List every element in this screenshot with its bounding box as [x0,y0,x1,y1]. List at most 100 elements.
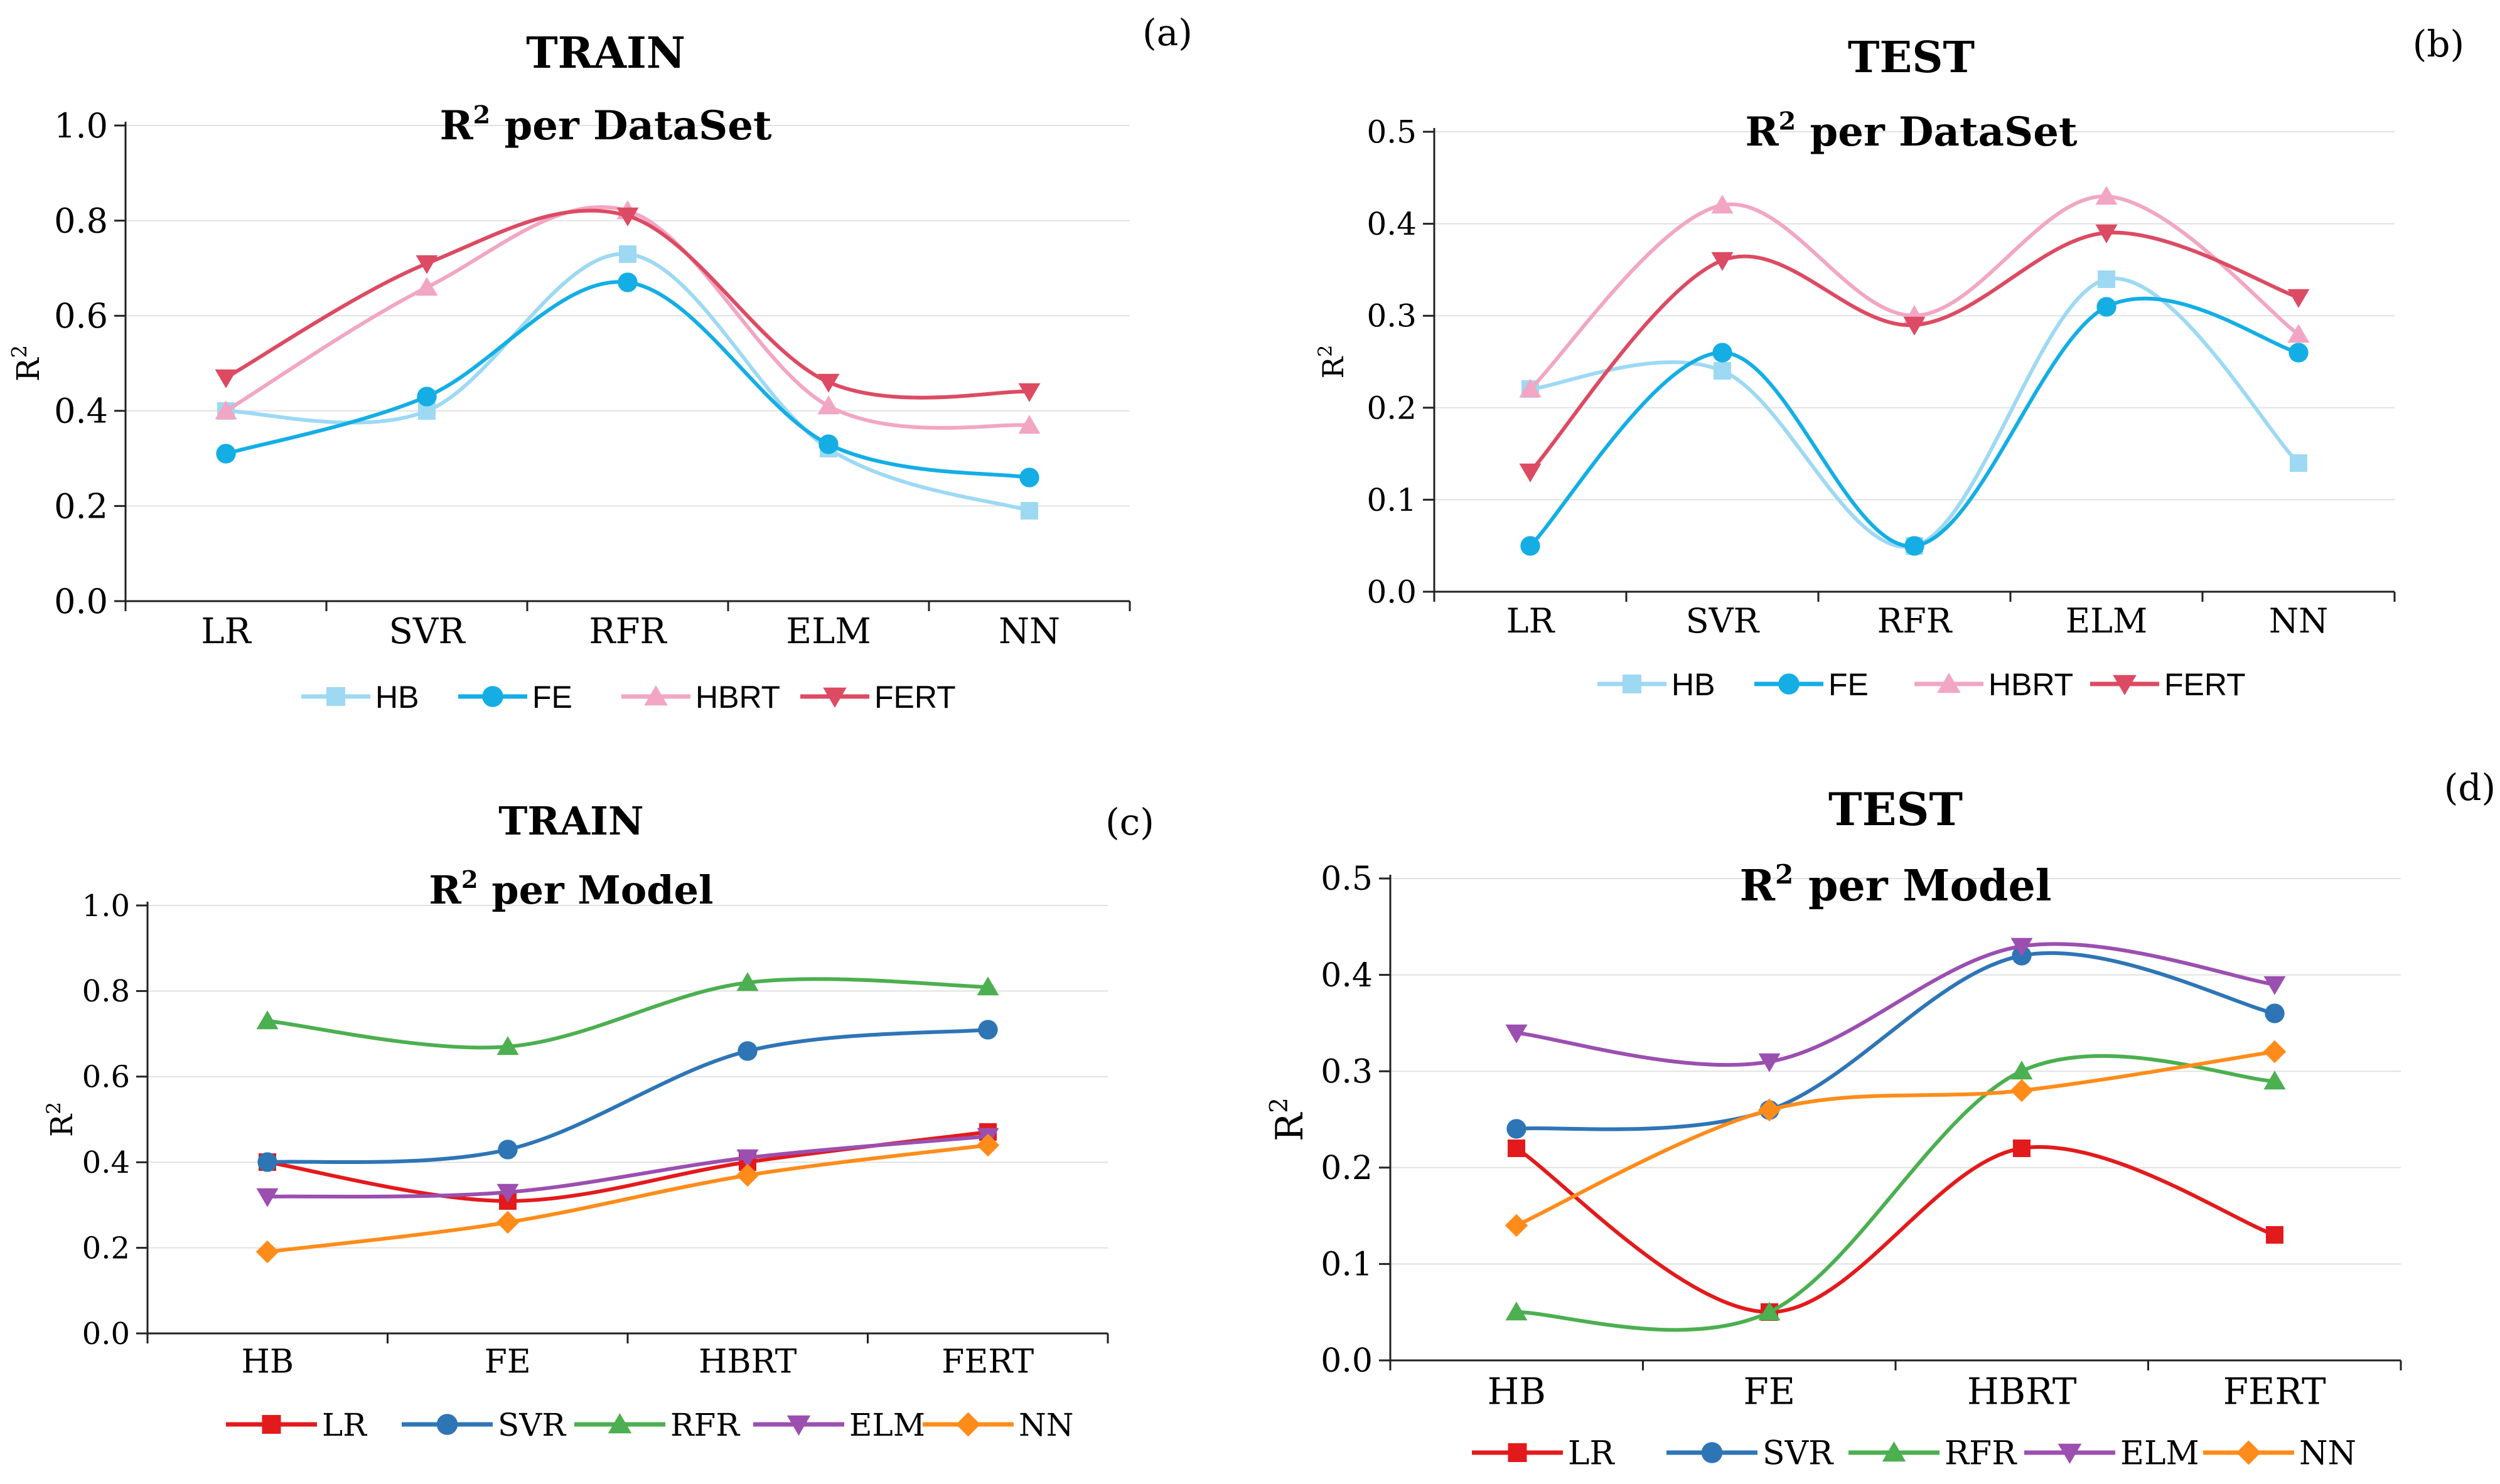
y-tick-label: 0.3 [1321,1053,1373,1091]
data-point-elm-hbrt [736,1149,759,1168]
series-line-elm [1516,942,2275,1067]
data-point-rfr-fert [977,976,999,996]
chart-panel-b: 0.0 0.1 0.2 0.3 0.4 0.5 LR SVR RFR ELM NN R2 TEST R2 … [1315,23,2465,702]
legend-label-svr: SVR [498,1407,566,1443]
data-point-fe-elm [818,434,839,454]
series-fe [216,272,1039,488]
data-point-fe-lr [216,444,236,464]
data-point-nn-hbrt [2010,1079,2034,1102]
x-tick-label: HB [241,1343,294,1380]
legend-label-hb: HB [1671,667,1715,702]
legend-label-elm: ELM [2120,1435,2199,1473]
legend-marker-elm [2057,1443,2082,1464]
data-point-rfr-hb [1505,1301,1528,1321]
data-point-fert-lr [1519,463,1542,483]
x-tick-label: LR [1506,601,1555,641]
series-svr [257,1020,998,1172]
data-point-svr-fert [2265,1003,2285,1023]
data-point-fert-elm [817,373,840,393]
x-tick-label: NN [999,611,1060,652]
data-point-hb-elm [2098,270,2115,288]
data-point-fe-elm [2096,297,2116,317]
data-point-fert-rfr [616,207,639,227]
legend-marker-hbrt [1937,673,1961,693]
data-point-fert-svr [416,255,438,274]
data-point-fe-rfr [1904,536,1924,556]
legend-marker-hb [1623,675,1641,693]
legend: LR SVR RFR ELM NN [226,1407,1074,1443]
data-point-fert-nn [2287,289,2310,308]
series-line-hb [225,252,1030,513]
data-point-nn-hb [255,1240,279,1264]
data-point-hbrt-svr [1711,195,1734,214]
data-point-fert-rfr [1903,316,1926,336]
chart-panel-a: 0.0 0.2 0.4 0.6 0.8 1.0 LR SVR RFR ELM NN R2 TRAIN R2… [8,11,1193,715]
legend-label-lr: LR [322,1407,367,1443]
data-point-hbrt-lr [215,400,237,420]
data-point-rfr-fe [1758,1301,1781,1321]
y-tick-label: 0.4 [54,392,108,431]
series-line-fe [1528,296,2299,548]
data-point-elm-fe [1758,1053,1781,1072]
series-line-lr [1515,1145,2275,1314]
panel-label: (a) [1142,11,1193,54]
legend-marker-svr [1701,1442,1723,1463]
series-elm [1505,937,2286,1072]
data-point-lr-hbrt [2013,1140,2031,1157]
series-line-nn [267,1143,989,1254]
data-point-fert-svr [1711,252,1734,271]
data-point-fert-elm [2095,224,2118,243]
data-point-svr-hb [1506,1119,1526,1139]
data-point-rfr-fe [496,1036,519,1055]
legend-marker-lr [262,1415,281,1434]
data-point-nn-fe [1757,1098,1781,1122]
data-point-nn-hb [1505,1214,1528,1237]
y-tick-label: 0.0 [82,1316,130,1352]
series-line-hbrt [1528,194,2300,391]
legend-label-elm: ELM [849,1407,925,1443]
x-tick-label: HBRT [1967,1370,2077,1413]
data-point-hb-svr [1714,362,1731,380]
legend-label-rfr: RFR [670,1407,740,1443]
data-point-fe-rfr [618,272,638,292]
legend-label-hbrt: HBRT [1988,667,2073,702]
data-point-elm-fe [496,1183,519,1203]
legend-label-fert: FERT [874,680,956,715]
legend-label-lr: LR [1568,1435,1616,1473]
y-tick-label: 0.5 [1366,114,1417,151]
series-lr [1508,1140,2283,1321]
series-line-fert [1528,230,2299,474]
data-point-rfr-hbrt [2010,1060,2033,1080]
series-line-rfr [1516,1054,2275,1332]
data-point-nn-fert [976,1133,1000,1157]
panel-label: (d) [2444,766,2496,809]
data-point-nn-fert [2263,1040,2287,1064]
y-tick-label: 0.2 [1366,390,1417,426]
data-point-fe-nn [1019,467,1039,488]
series-fert [1519,224,2310,483]
legend-marker-elm [786,1415,811,1436]
legend-marker-rfr [1882,1441,1906,1462]
y-axis-label: R2 [1265,1097,1312,1141]
y-tick-label: 0.8 [54,201,108,241]
y-tick-label: 0.2 [54,486,108,526]
series-line-svr [1516,951,2275,1131]
y-tick-label: 0.5 [1321,860,1373,898]
chart-subtitle: R2 per Model [429,866,713,913]
data-point-fert-nn [1018,383,1041,402]
x-tick-label: SVR [1686,601,1760,641]
data-point-hbrt-svr [416,277,438,296]
data-point-lr-hb [1508,1140,1525,1157]
data-point-hb-nn [2290,454,2307,472]
data-point-hbrt-lr [1519,378,1542,398]
legend-marker-lr [1508,1443,1527,1462]
y-tick-label: 0.0 [1366,574,1417,611]
data-point-svr-fe [498,1140,518,1160]
data-point-rfr-fert [2263,1070,2286,1090]
legend: LR SVR RFR ELM NN [1472,1435,2356,1473]
legend: HB FE HBRT FERT [301,680,956,715]
x-tick-label: FERT [942,1343,1034,1380]
data-point-nn-fe [496,1210,520,1234]
y-axis-label: R2 [8,345,46,382]
